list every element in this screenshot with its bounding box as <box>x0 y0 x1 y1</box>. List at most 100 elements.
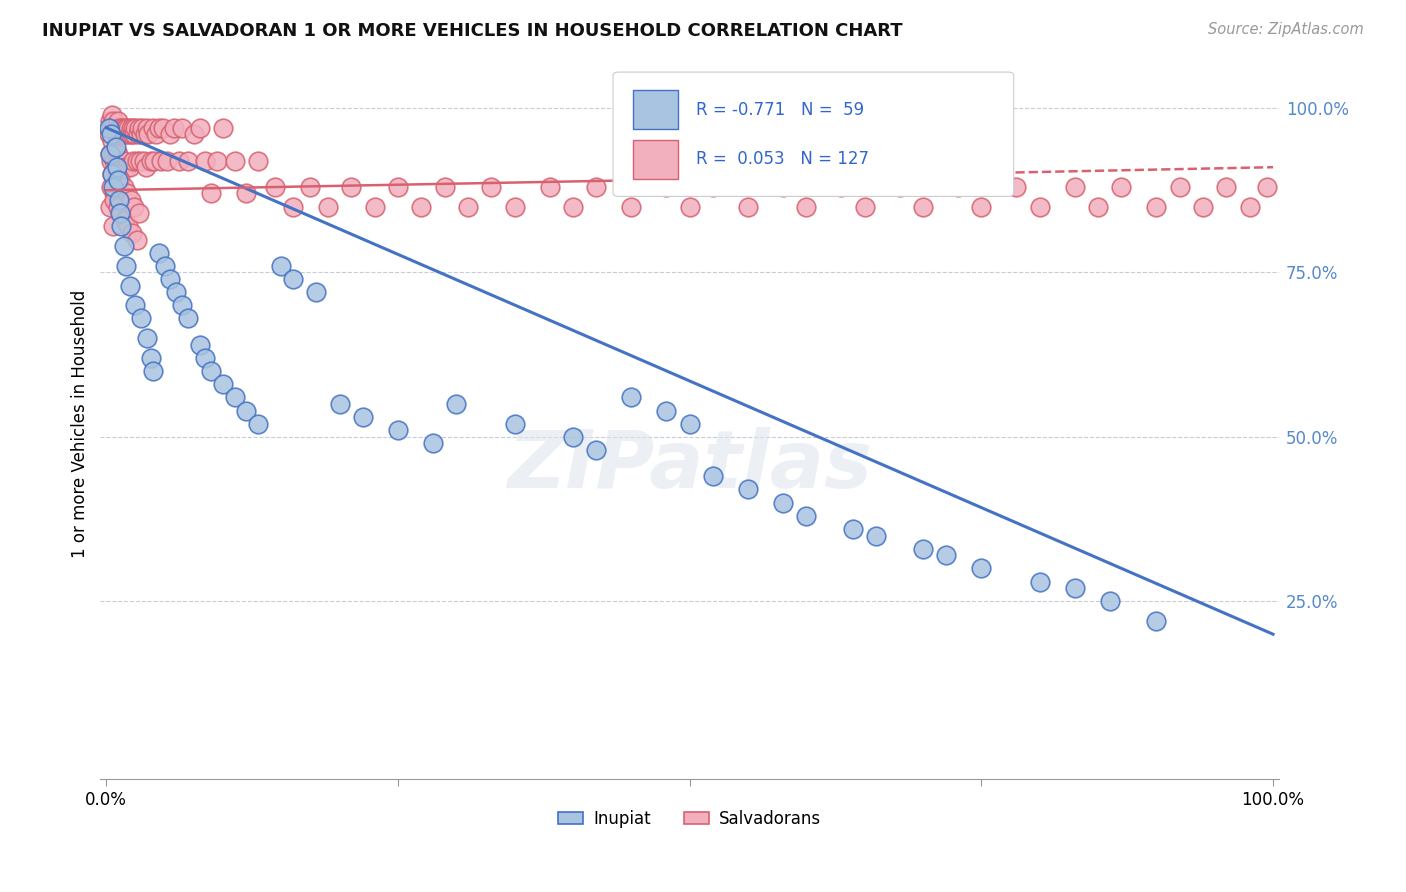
Point <box>118 128 141 142</box>
Point <box>772 496 794 510</box>
Text: ZIPatlas: ZIPatlas <box>508 427 872 506</box>
Point <box>561 430 583 444</box>
Point <box>561 200 583 214</box>
Point <box>97 120 120 135</box>
Point <box>122 200 145 214</box>
Point <box>678 200 700 214</box>
Point <box>433 180 456 194</box>
Point <box>457 200 479 214</box>
Point <box>212 377 235 392</box>
Point <box>104 160 127 174</box>
Point <box>188 120 211 135</box>
Point <box>387 423 409 437</box>
Point <box>246 153 269 168</box>
Point <box>110 153 132 168</box>
Point <box>118 278 141 293</box>
Point <box>114 128 136 142</box>
Point <box>585 180 607 194</box>
Point <box>103 147 125 161</box>
Point <box>970 200 993 214</box>
Point <box>105 153 128 168</box>
Point <box>911 541 934 556</box>
Point <box>128 120 150 135</box>
Point <box>853 200 876 214</box>
Point <box>105 120 128 135</box>
Point <box>1144 200 1167 214</box>
Point <box>305 285 328 300</box>
Point <box>107 147 129 161</box>
Point <box>270 259 292 273</box>
Point <box>830 180 852 194</box>
Point <box>122 120 145 135</box>
Point <box>1192 200 1215 214</box>
Point <box>737 200 759 214</box>
Point <box>655 403 678 417</box>
Point <box>108 128 131 142</box>
Point <box>183 128 205 142</box>
Point <box>200 364 222 378</box>
Point <box>121 226 143 240</box>
Point <box>329 397 352 411</box>
Point <box>103 219 125 234</box>
Point <box>200 186 222 201</box>
Point <box>129 311 152 326</box>
Point <box>620 391 643 405</box>
Point <box>148 120 170 135</box>
Point <box>120 193 142 207</box>
Point <box>1111 180 1133 194</box>
Point <box>194 153 217 168</box>
Point <box>165 285 187 300</box>
Point <box>479 180 502 194</box>
Point <box>170 120 193 135</box>
Point <box>134 128 156 142</box>
Point <box>794 200 817 214</box>
Point <box>115 120 138 135</box>
Point <box>100 180 122 194</box>
Point <box>110 219 132 234</box>
Point <box>422 436 444 450</box>
Point <box>122 128 145 142</box>
Point <box>946 180 969 194</box>
Point <box>115 160 138 174</box>
Point <box>111 128 134 142</box>
Point <box>117 219 139 234</box>
Point <box>132 153 155 168</box>
Point <box>103 186 125 201</box>
Point <box>107 114 129 128</box>
Point <box>159 272 181 286</box>
FancyBboxPatch shape <box>633 139 678 178</box>
Point <box>1028 200 1050 214</box>
Point <box>103 193 125 207</box>
Point <box>1215 180 1237 194</box>
Point <box>98 147 121 161</box>
Point <box>101 167 124 181</box>
Point <box>224 391 246 405</box>
Point <box>115 186 138 201</box>
Point <box>1063 180 1085 194</box>
Point <box>100 153 122 168</box>
Point <box>678 417 700 431</box>
Point <box>352 410 374 425</box>
Point <box>110 206 132 220</box>
Point <box>281 272 304 286</box>
Point <box>108 160 131 174</box>
Point <box>107 173 129 187</box>
Text: Source: ZipAtlas.com: Source: ZipAtlas.com <box>1208 22 1364 37</box>
Point <box>205 153 228 168</box>
Point <box>108 206 131 220</box>
Point <box>503 200 526 214</box>
Point <box>159 128 181 142</box>
Point <box>112 153 135 168</box>
Point <box>935 549 957 563</box>
Point <box>136 128 159 142</box>
Point <box>212 120 235 135</box>
Point <box>143 153 166 168</box>
Point <box>170 298 193 312</box>
Point <box>1256 180 1278 194</box>
Point <box>316 200 339 214</box>
Legend: Inupiat, Salvadorans: Inupiat, Salvadorans <box>551 803 828 835</box>
Point <box>101 107 124 121</box>
Point <box>411 200 433 214</box>
Point <box>865 528 887 542</box>
FancyBboxPatch shape <box>633 90 678 129</box>
